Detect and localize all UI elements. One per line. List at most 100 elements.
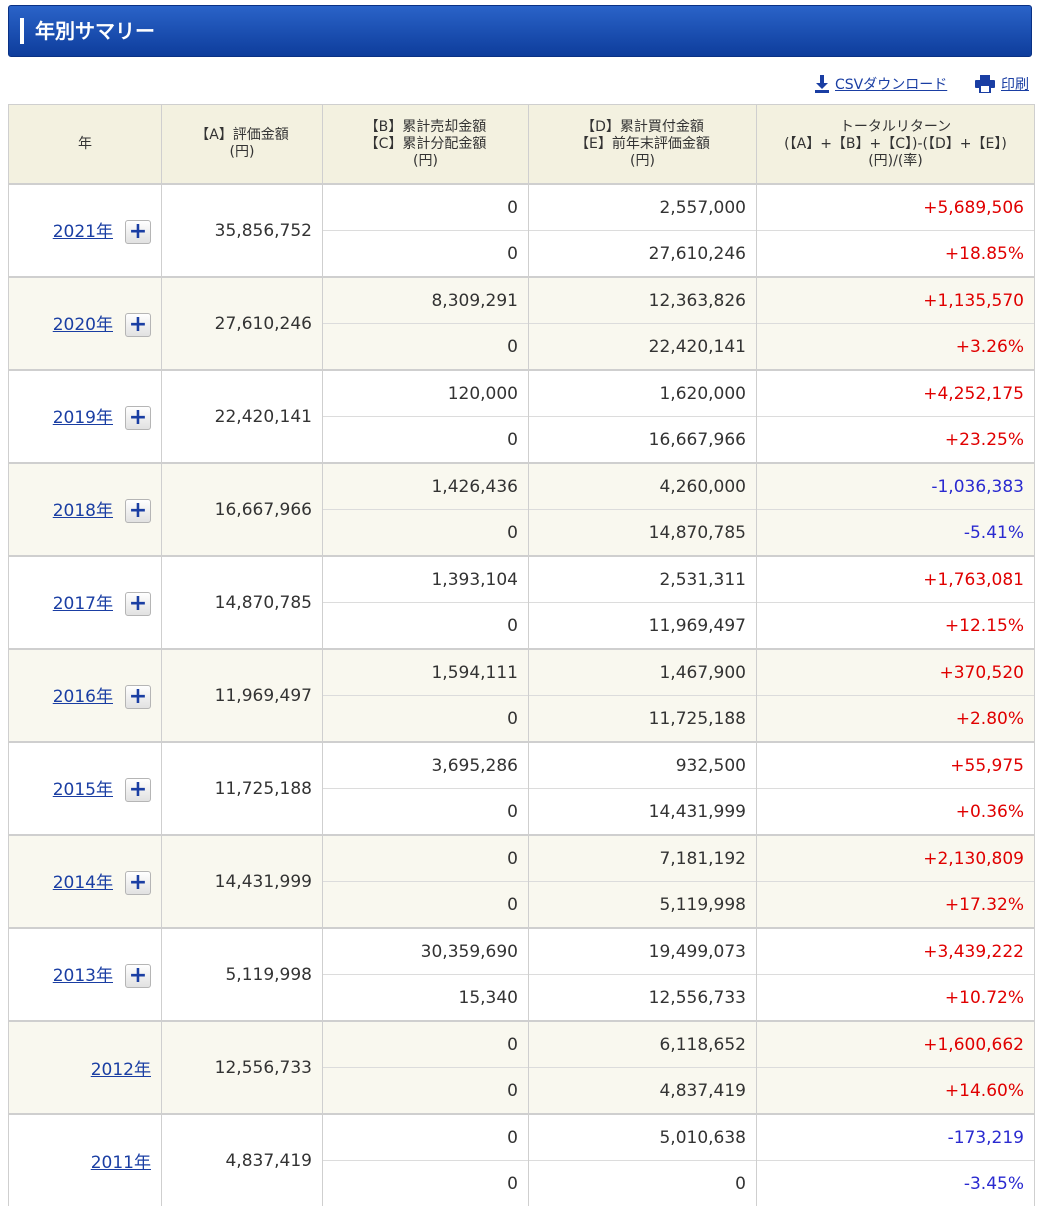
valuation-amount: 5,119,998 [162, 928, 323, 1021]
year-cell: 2014年 + [9, 835, 162, 928]
valuation-amount: 27,610,246 [162, 277, 323, 370]
purchase-amount: 19,499,073 [529, 928, 757, 975]
distribution-amount: 0 [323, 1161, 529, 1206]
purchase-amount: 4,260,000 [529, 463, 757, 510]
printer-icon [975, 75, 995, 93]
valuation-amount: 14,431,999 [162, 835, 323, 928]
csv-download-link[interactable]: CSVダウンロード [815, 74, 947, 94]
download-icon [815, 75, 829, 93]
sold-amount: 1,594,111 [323, 649, 529, 696]
year-link[interactable]: 2013年 [53, 966, 113, 986]
distribution-amount: 0 [323, 1068, 529, 1115]
header-a: 【A】評価金額(円) [162, 105, 323, 185]
expand-plus-icon[interactable]: + [125, 964, 151, 988]
distribution-amount: 15,340 [323, 975, 529, 1022]
print-label: 印刷 [1001, 74, 1029, 94]
sold-amount: 120,000 [323, 370, 529, 417]
total-return-rate: +23.25% [757, 417, 1035, 464]
year-link[interactable]: 2021年 [53, 222, 113, 242]
total-return-rate: -5.41% [757, 510, 1035, 557]
prev-year-valuation: 27,610,246 [529, 231, 757, 278]
prev-year-valuation: 12,556,733 [529, 975, 757, 1022]
header-year: 年 [9, 105, 162, 185]
sold-amount: 0 [323, 1021, 529, 1068]
year-cell: 2019年 + [9, 370, 162, 463]
expand-plus-icon[interactable]: + [125, 313, 151, 337]
purchase-amount: 2,557,000 [529, 184, 757, 231]
header-total-return: トータルリターン(【A】+【B】+【C】)-(【D】+【E】)(円)/(率) [757, 105, 1035, 185]
distribution-amount: 0 [323, 417, 529, 464]
year-link[interactable]: 2017年 [53, 594, 113, 614]
sold-amount: 0 [323, 1114, 529, 1161]
total-return-rate: +0.36% [757, 789, 1035, 836]
expand-plus-icon[interactable]: + [125, 592, 151, 616]
total-return-rate: +17.32% [757, 882, 1035, 929]
section-header: 年別サマリー [8, 5, 1032, 57]
prev-year-valuation: 16,667,966 [529, 417, 757, 464]
year-cell: 2016年 + [9, 649, 162, 742]
valuation-amount: 22,420,141 [162, 370, 323, 463]
print-link[interactable]: 印刷 [975, 74, 1029, 94]
year-link[interactable]: 2018年 [53, 501, 113, 521]
total-return-amount: +1,600,662 [757, 1021, 1035, 1068]
sold-amount: 1,393,104 [323, 556, 529, 603]
prev-year-valuation: 4,837,419 [529, 1068, 757, 1115]
valuation-amount: 12,556,733 [162, 1021, 323, 1114]
expand-plus-icon[interactable]: + [125, 871, 151, 895]
page-title: 年別サマリー [35, 17, 155, 45]
total-return-rate: +3.26% [757, 324, 1035, 371]
total-return-amount: +3,439,222 [757, 928, 1035, 975]
purchase-amount: 1,467,900 [529, 649, 757, 696]
prev-year-valuation: 14,870,785 [529, 510, 757, 557]
sold-amount: 8,309,291 [323, 277, 529, 324]
distribution-amount: 0 [323, 603, 529, 650]
total-return-rate: -3.45% [757, 1161, 1035, 1206]
total-return-amount: +2,130,809 [757, 835, 1035, 882]
purchase-amount: 2,531,311 [529, 556, 757, 603]
purchase-amount: 6,118,652 [529, 1021, 757, 1068]
valuation-amount: 16,667,966 [162, 463, 323, 556]
total-return-amount: +5,689,506 [757, 184, 1035, 231]
year-cell: 2015年 + [9, 742, 162, 835]
total-return-rate: +18.85% [757, 231, 1035, 278]
year-link[interactable]: 2015年 [53, 780, 113, 800]
year-link[interactable]: 2012年 [91, 1060, 151, 1080]
year-link[interactable]: 2020年 [53, 315, 113, 335]
sold-amount: 3,695,286 [323, 742, 529, 789]
prev-year-valuation: 22,420,141 [529, 324, 757, 371]
valuation-amount: 14,870,785 [162, 556, 323, 649]
table-header-row: 年 【A】評価金額(円) 【B】累計売却金額【C】累計分配金額(円) 【D】累計… [9, 105, 1035, 185]
purchase-amount: 12,363,826 [529, 277, 757, 324]
expand-plus-icon[interactable]: + [125, 685, 151, 709]
sold-amount: 30,359,690 [323, 928, 529, 975]
csv-download-label: CSVダウンロード [835, 74, 947, 94]
total-return-amount: -173,219 [757, 1114, 1035, 1161]
year-cell: 2012年 [9, 1021, 162, 1114]
total-return-amount: -1,036,383 [757, 463, 1035, 510]
prev-year-valuation: 11,725,188 [529, 696, 757, 743]
year-cell: 2021年 + [9, 184, 162, 277]
expand-plus-icon[interactable]: + [125, 406, 151, 430]
total-return-amount: +370,520 [757, 649, 1035, 696]
year-link[interactable]: 2014年 [53, 873, 113, 893]
expand-plus-icon[interactable]: + [125, 220, 151, 244]
valuation-amount: 11,969,497 [162, 649, 323, 742]
header-bc: 【B】累計売却金額【C】累計分配金額(円) [323, 105, 529, 185]
year-link[interactable]: 2019年 [53, 408, 113, 428]
header-de: 【D】累計買付金額【E】前年末評価金額(円) [529, 105, 757, 185]
year-link[interactable]: 2016年 [53, 687, 113, 707]
year-link[interactable]: 2011年 [91, 1153, 151, 1173]
total-return-rate: +14.60% [757, 1068, 1035, 1115]
distribution-amount: 0 [323, 231, 529, 278]
expand-plus-icon[interactable]: + [125, 499, 151, 523]
expand-plus-icon[interactable]: + [125, 778, 151, 802]
year-cell: 2018年 + [9, 463, 162, 556]
total-return-amount: +55,975 [757, 742, 1035, 789]
